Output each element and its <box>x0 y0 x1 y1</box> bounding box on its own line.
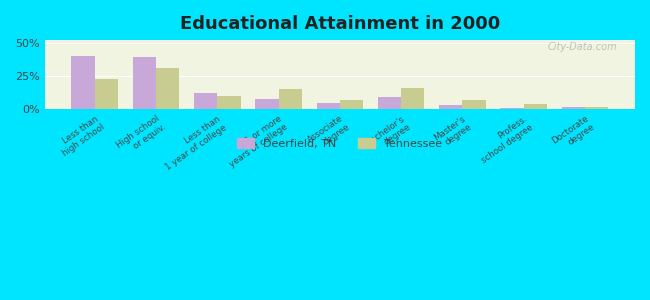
Title: Educational Attainment in 2000: Educational Attainment in 2000 <box>179 15 500 33</box>
Bar <box>500 108 524 109</box>
Bar <box>378 97 401 109</box>
Bar <box>279 89 302 109</box>
Bar <box>72 56 95 109</box>
Bar <box>217 96 240 109</box>
Bar <box>133 57 156 109</box>
Bar <box>156 68 179 109</box>
Bar <box>340 100 363 109</box>
Bar <box>462 100 486 109</box>
Bar <box>255 99 279 109</box>
Bar <box>585 106 608 109</box>
Bar <box>401 88 424 109</box>
Bar <box>524 104 547 109</box>
Text: City-Data.com: City-Data.com <box>548 42 617 52</box>
Bar <box>95 79 118 109</box>
Bar <box>317 103 340 109</box>
Bar <box>194 93 217 109</box>
Legend: Deerfield, TN, Tennessee: Deerfield, TN, Tennessee <box>233 134 447 153</box>
Bar <box>439 105 462 109</box>
Bar <box>562 106 585 109</box>
